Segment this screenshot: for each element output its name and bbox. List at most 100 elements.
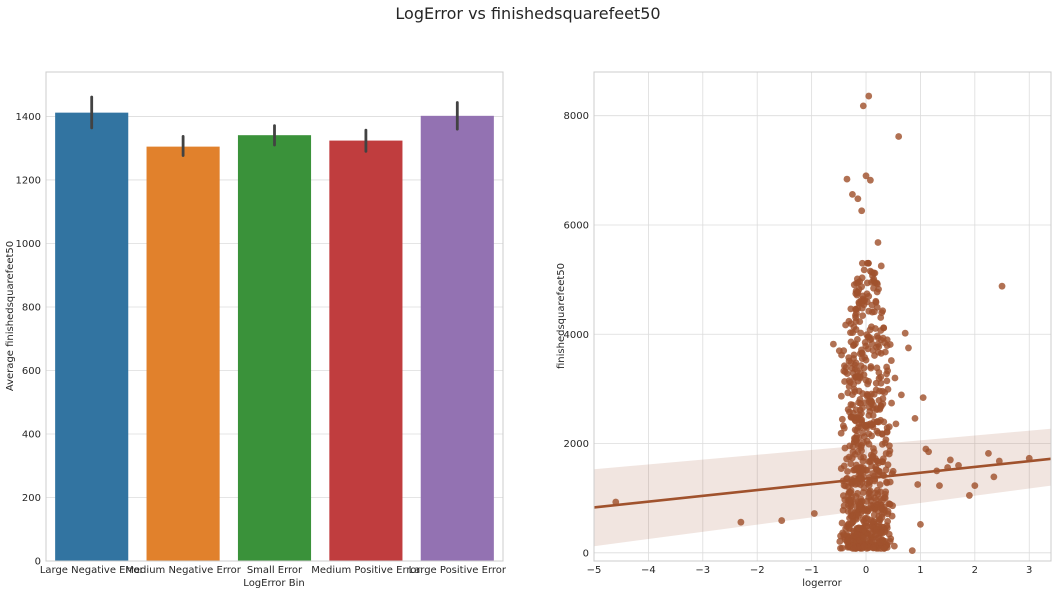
data-point xyxy=(890,542,898,550)
data-point xyxy=(908,547,916,555)
data-point xyxy=(878,505,886,513)
data-point xyxy=(881,494,888,501)
data-point xyxy=(867,493,875,501)
data-point xyxy=(854,289,862,297)
y-tick-label: 0 xyxy=(583,548,589,559)
data-point xyxy=(862,172,870,180)
data-point xyxy=(844,389,852,397)
x-tick-label: Small Error xyxy=(247,565,303,576)
data-point xyxy=(840,481,848,489)
data-point xyxy=(844,468,851,475)
data-point xyxy=(847,329,854,337)
data-point xyxy=(869,517,877,525)
x-tick-label: 1 xyxy=(917,565,923,576)
y-tick-label: 4000 xyxy=(564,330,589,341)
scatter-chart-y-ticks: 0 2000 4000 6000 8000 xyxy=(564,111,589,559)
data-point xyxy=(845,357,853,365)
data-point xyxy=(874,486,881,494)
data-point xyxy=(859,489,867,496)
data-point xyxy=(883,342,891,350)
scatter-chart-x-label: logerror xyxy=(802,578,842,589)
data-point xyxy=(868,340,876,348)
data-point xyxy=(854,464,862,472)
bar xyxy=(55,112,129,561)
scatter-chart-regression xyxy=(593,457,1052,509)
data-point xyxy=(858,410,865,417)
figure-title: LogError vs finishedsquarefeet50 xyxy=(395,4,660,23)
data-point xyxy=(855,399,863,407)
data-point xyxy=(873,304,881,311)
data-point xyxy=(859,507,867,515)
x-tick-label: −5 xyxy=(587,565,602,576)
data-point xyxy=(888,512,896,520)
data-point xyxy=(842,364,850,371)
data-point xyxy=(870,448,878,456)
data-point xyxy=(849,414,857,421)
data-point xyxy=(853,531,861,538)
bar xyxy=(146,146,220,562)
y-tick-label: 1000 xyxy=(16,239,41,250)
data-point xyxy=(914,481,922,488)
data-point xyxy=(852,314,860,322)
data-point xyxy=(882,488,890,496)
data-point xyxy=(841,496,849,504)
data-point xyxy=(837,392,845,400)
data-point xyxy=(860,364,868,372)
y-tick-label: 1400 xyxy=(16,112,41,123)
data-point xyxy=(895,133,903,140)
data-point xyxy=(883,377,891,385)
x-tick-label: Large Positive Error xyxy=(409,565,507,576)
scatter-chart-frame xyxy=(593,71,1052,562)
bar-chart-error-bars xyxy=(90,95,459,157)
data-point xyxy=(865,377,872,385)
confidence-band xyxy=(594,428,1051,547)
data-point xyxy=(858,349,866,357)
data-point xyxy=(885,500,893,507)
data-point xyxy=(860,453,867,461)
x-tick-label: 0 xyxy=(863,565,869,576)
data-point xyxy=(867,456,875,464)
data-point xyxy=(876,481,884,488)
data-point xyxy=(883,370,890,378)
data-point xyxy=(888,399,895,407)
data-point xyxy=(897,391,905,399)
data-point xyxy=(985,449,992,457)
data-point xyxy=(840,462,848,470)
data-point xyxy=(852,340,859,348)
data-point xyxy=(836,538,844,545)
data-point xyxy=(875,369,883,376)
data-point xyxy=(867,364,875,372)
x-tick-label: 3 xyxy=(1026,565,1032,576)
data-point xyxy=(905,344,912,352)
data-point xyxy=(863,424,870,432)
data-point xyxy=(844,537,852,545)
data-point xyxy=(849,190,856,198)
data-point xyxy=(859,312,867,320)
data-point xyxy=(919,394,927,402)
data-point xyxy=(870,275,878,283)
bar xyxy=(329,140,403,561)
bar-chart-frame xyxy=(45,71,504,562)
data-point xyxy=(859,429,867,437)
data-point xyxy=(860,534,868,542)
y-tick-label: 800 xyxy=(22,302,41,313)
data-point xyxy=(860,266,868,274)
data-point xyxy=(838,519,846,527)
data-point xyxy=(845,383,853,390)
data-point xyxy=(865,333,873,341)
data-point xyxy=(858,259,866,267)
data-point xyxy=(881,389,889,396)
data-point xyxy=(891,374,899,382)
x-tick-label: −1 xyxy=(804,565,819,576)
data-point xyxy=(877,314,885,321)
data-point xyxy=(885,530,893,538)
bar-chart-x-label: LogError Bin xyxy=(243,578,304,589)
bar xyxy=(237,135,312,561)
y-tick-label: 0 xyxy=(35,557,41,568)
data-point xyxy=(922,445,930,453)
data-point xyxy=(837,429,845,437)
data-point xyxy=(865,411,873,419)
x-tick-label: −2 xyxy=(750,565,765,576)
regression-line xyxy=(593,457,1052,509)
